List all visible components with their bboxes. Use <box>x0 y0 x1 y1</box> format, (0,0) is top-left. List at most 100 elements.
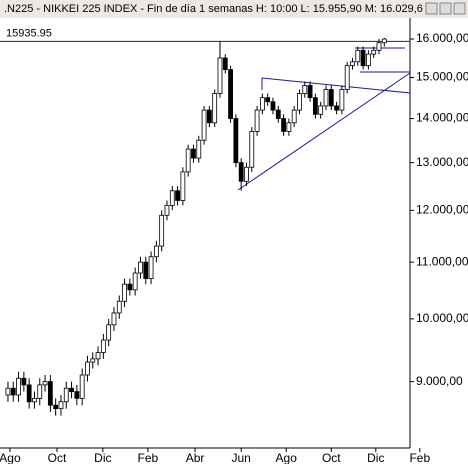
reference-label: 15935.95 <box>6 27 52 39</box>
candle-body <box>175 190 180 201</box>
candle-body <box>132 272 138 291</box>
candle-body <box>53 404 59 410</box>
candle-body <box>312 97 318 115</box>
candle-body <box>222 57 228 70</box>
candle-body <box>26 384 32 403</box>
candle-body <box>201 109 207 141</box>
trendline <box>261 77 411 94</box>
y-tick-label: 12.000,00 <box>416 202 468 216</box>
candle-body <box>291 109 297 124</box>
candle-body <box>371 49 377 55</box>
candle-body <box>100 339 106 353</box>
candle-body <box>138 261 143 274</box>
candle-body <box>254 109 260 132</box>
candle-body <box>122 283 127 302</box>
y-tick-label: 11.000,00 <box>416 254 468 268</box>
candle-body <box>297 93 302 111</box>
candle-body <box>244 166 249 182</box>
candle-body <box>270 101 276 111</box>
candle-body <box>233 118 239 164</box>
candle-body <box>111 312 117 326</box>
x-tick-label: Jun <box>231 451 250 464</box>
x-tick-label: Oct <box>322 451 341 464</box>
y-tick-label: 14.000,00 <box>416 111 468 125</box>
candle-body <box>127 283 133 291</box>
candle-body <box>21 377 27 386</box>
candle-body <box>106 324 112 341</box>
x-tick-label: Dic <box>94 451 111 464</box>
x-tick-label: Feb <box>409 451 430 464</box>
candle-body <box>74 391 80 399</box>
candle-body <box>265 97 271 103</box>
candle-body <box>90 358 96 363</box>
y-tick-label: 16.000,00 <box>416 31 468 45</box>
y-tick-label: 10.000,00 <box>416 311 468 325</box>
candle-body <box>79 374 85 399</box>
candle-body <box>238 162 244 182</box>
candle-body <box>95 352 101 360</box>
header-icon[interactable] <box>425 2 438 15</box>
header-icon[interactable] <box>453 2 466 15</box>
candle-body <box>302 85 308 94</box>
trendline <box>237 72 411 191</box>
x-tick-label: Abr <box>186 451 205 464</box>
candle-body <box>42 381 48 386</box>
chart-title: .N225 - NIKKEI 225 INDEX - Fin de día 1 … <box>4 3 423 15</box>
candle-body <box>212 93 218 124</box>
candle-body <box>307 85 313 99</box>
x-tick-label: Oct <box>48 451 67 464</box>
candle-body <box>116 300 122 314</box>
x-tick-label: Feb <box>138 451 159 464</box>
candle-body <box>259 97 265 111</box>
candle-body <box>365 53 371 67</box>
candle-body <box>281 118 286 132</box>
candle-body <box>196 139 202 159</box>
candle-body <box>323 89 329 107</box>
candle-body <box>206 109 212 124</box>
candle-body <box>85 361 90 376</box>
candle-body <box>47 381 53 406</box>
candle-body <box>159 214 165 247</box>
candle-body <box>217 57 223 94</box>
candle-body <box>355 49 361 63</box>
candle-body <box>360 49 366 67</box>
candle-body <box>185 148 191 173</box>
candle-body <box>191 148 196 159</box>
candle-body <box>381 38 387 44</box>
candle-body <box>249 131 255 168</box>
x-tick-label: Ago <box>0 451 21 464</box>
header-icon[interactable] <box>439 2 452 15</box>
candle-body <box>58 401 64 410</box>
trendlines <box>237 47 411 191</box>
candle-body <box>180 171 186 201</box>
candle-body <box>10 387 16 396</box>
candle-body <box>148 256 154 279</box>
candle-body <box>350 61 355 67</box>
candle-body <box>169 190 175 206</box>
candle-body <box>143 261 149 279</box>
candle-body <box>318 105 324 115</box>
candle-body <box>228 69 233 119</box>
candle-body <box>164 204 170 216</box>
candle-body <box>334 105 339 111</box>
candle-body <box>328 89 334 107</box>
candle-body <box>16 377 21 396</box>
candle-body <box>344 65 350 90</box>
header-bar <box>0 0 468 18</box>
candle-body <box>63 387 69 403</box>
candle-body <box>376 42 382 51</box>
candle-body <box>153 245 159 258</box>
x-tick-label: Dic <box>367 451 384 464</box>
candle-body <box>339 89 345 111</box>
candle-body <box>69 387 74 392</box>
y-tick-label: 13.000,00 <box>416 155 468 169</box>
candle-body <box>275 109 281 119</box>
candle-body <box>37 384 43 399</box>
y-tick-label: 15.000,00 <box>416 70 468 84</box>
candle-body <box>32 397 37 403</box>
y-tick-label: 9.000,00 <box>416 374 463 388</box>
candle-body <box>5 387 11 396</box>
candle-body <box>286 122 292 132</box>
x-tick-label: Ago <box>276 451 298 464</box>
